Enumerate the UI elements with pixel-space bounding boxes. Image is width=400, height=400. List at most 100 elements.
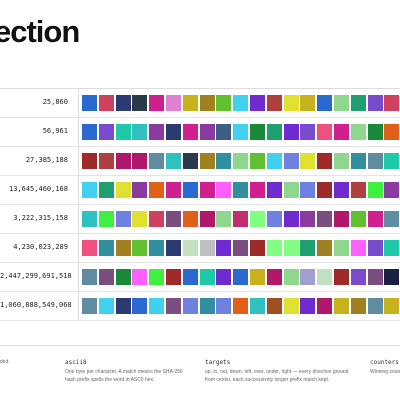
- color-swatch: [98, 95, 114, 111]
- color-swatch: [82, 95, 97, 111]
- color-swatch: [233, 95, 249, 111]
- color-swatch: [300, 153, 316, 169]
- color-swatch: [98, 211, 114, 227]
- row-count: 13,645,460,168: [8, 185, 68, 193]
- color-swatch: [283, 182, 299, 198]
- row-divider: [78, 234, 79, 262]
- color-swatch: [233, 240, 249, 256]
- row-count: 27,385,188: [25, 156, 68, 164]
- color-swatch: [317, 124, 333, 140]
- color-swatch: [350, 298, 366, 314]
- color-swatch: [199, 298, 215, 314]
- color-swatch: [132, 95, 148, 111]
- color-swatch: [283, 95, 299, 111]
- color-swatch: [317, 240, 333, 256]
- color-swatch: [250, 269, 265, 285]
- color-swatch: [334, 153, 349, 169]
- color-swatch: [132, 298, 148, 314]
- color-swatch: [82, 211, 97, 227]
- color-swatch: [283, 153, 299, 169]
- row-count: 25,860: [42, 98, 68, 106]
- row-divider: [78, 176, 79, 204]
- color-swatch: [166, 182, 181, 198]
- table-row: 2,447,299,691,518: [0, 263, 400, 292]
- color-swatch: [317, 211, 333, 227]
- color-swatch: [334, 211, 349, 227]
- color-swatch: [250, 95, 265, 111]
- table-row: 25,860: [0, 89, 400, 118]
- color-swatch: [115, 269, 131, 285]
- color-swatch: [182, 182, 198, 198]
- footer: appended. ascii8 One byte per character. A…: [0, 345, 400, 383]
- color-swatch: [166, 211, 181, 227]
- color-swatch: [149, 95, 165, 111]
- row-count: 3,222,315,158: [13, 214, 68, 222]
- color-swatch: [266, 182, 282, 198]
- color-swatch: [149, 298, 165, 314]
- color-swatch: [283, 211, 299, 227]
- table: 25,860 56,961 27,385,188 13,645,460,168 3,22…: [0, 88, 400, 321]
- table-row: 4,230,023,289: [0, 234, 400, 263]
- color-swatch: [199, 153, 215, 169]
- color-swatch: [132, 124, 148, 140]
- color-swatch: [199, 124, 215, 140]
- color-swatch: [350, 124, 366, 140]
- footer-heading: targets: [205, 359, 231, 366]
- color-swatch: [367, 269, 383, 285]
- color-swatch: [334, 269, 349, 285]
- color-swatch: [82, 269, 97, 285]
- color-swatch: [132, 153, 148, 169]
- color-swatch: [98, 153, 114, 169]
- row-divider: [78, 147, 79, 175]
- table-row: 27,385,188: [0, 147, 400, 176]
- color-swatch: [182, 95, 198, 111]
- color-swatch: [149, 269, 165, 285]
- color-swatch: [266, 95, 282, 111]
- table-row: 13,645,460,168: [0, 176, 400, 205]
- color-swatch: [367, 153, 383, 169]
- color-swatch: [182, 211, 198, 227]
- color-swatch: [283, 298, 299, 314]
- color-swatch: [115, 95, 131, 111]
- color-swatch: [317, 153, 333, 169]
- color-swatch: [250, 211, 265, 227]
- color-swatch: [266, 269, 282, 285]
- color-swatch: [199, 95, 215, 111]
- color-swatch: [82, 153, 97, 169]
- color-swatch: [166, 153, 181, 169]
- color-swatch: [233, 182, 249, 198]
- color-swatch: [334, 182, 349, 198]
- color-swatch: [166, 298, 181, 314]
- color-swatch: [233, 124, 249, 140]
- color-swatch: [166, 269, 181, 285]
- color-swatch: [233, 298, 249, 314]
- color-swatch: [317, 182, 333, 198]
- color-swatch: [250, 182, 265, 198]
- footer-column: targets up, in, out, down, left, over, un…: [205, 358, 355, 384]
- color-swatch: [317, 95, 333, 111]
- color-swatch: [98, 269, 114, 285]
- color-swatch: [149, 240, 165, 256]
- color-swatch: [384, 211, 400, 227]
- color-swatch: [350, 240, 366, 256]
- color-swatch: [317, 298, 333, 314]
- color-swatch: [384, 124, 400, 140]
- color-swatch: [216, 182, 232, 198]
- color-swatch: [233, 211, 249, 227]
- color-swatch: [266, 211, 282, 227]
- color-swatch: [384, 182, 400, 198]
- color-swatch: [300, 269, 316, 285]
- color-swatch: [317, 269, 333, 285]
- color-swatch: [149, 124, 165, 140]
- color-swatch: [367, 95, 383, 111]
- color-swatch: [300, 211, 316, 227]
- row-divider: [78, 263, 79, 291]
- color-swatch: [115, 240, 131, 256]
- table-row: 3,222,315,158: [0, 205, 400, 234]
- footer-column: appended.: [0, 358, 30, 366]
- color-swatch: [149, 211, 165, 227]
- color-swatch: [384, 240, 400, 256]
- color-swatch: [334, 240, 349, 256]
- footer-heading: counters: [370, 359, 399, 366]
- color-swatch: [367, 182, 383, 198]
